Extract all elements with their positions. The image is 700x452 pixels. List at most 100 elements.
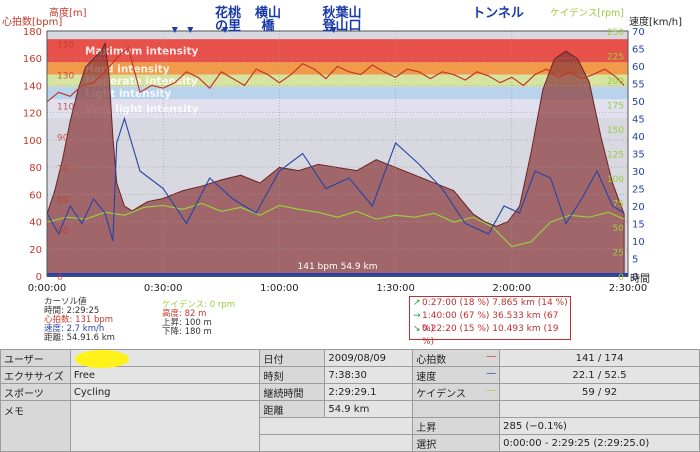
y-right-tick-label: 50 xyxy=(632,97,645,108)
y-right-tick-label: 15 xyxy=(632,220,645,231)
y-left-inner-tick-label: 50 xyxy=(57,195,69,205)
ascent-label: 上昇 xyxy=(412,417,501,435)
exercise-label: エクササイズ xyxy=(0,366,71,384)
duration-value: 2:29:29.1 xyxy=(324,383,414,401)
zone-row-down: ↘ 0:22:20 (15 %) 10.493 km (19 %) xyxy=(413,324,559,347)
y-right-tick-label: 40 xyxy=(632,132,645,143)
y-left-inner-axis-title: 高度[m] xyxy=(49,6,87,19)
center-stat-label: 141 bpm 54.9 km xyxy=(298,262,378,272)
date-label: 日付 xyxy=(259,349,326,367)
y-right-inner-tick-label: 125 xyxy=(607,151,624,161)
zone-row-level: → 1:40:00 (67 %) 36.533 km (67 %) xyxy=(413,311,559,334)
y-right-inner-tick-label: 100 xyxy=(607,175,624,185)
plot-frame xyxy=(46,30,629,277)
cursor-time: 時間: 2:29:25 xyxy=(44,306,100,316)
y-right-tick-label: 25 xyxy=(632,185,645,196)
zone-band xyxy=(47,74,628,87)
y-right-tick-label: 45 xyxy=(632,115,645,126)
y-left-tick-label: 120 xyxy=(23,109,42,120)
y-right-inner-tick-label: 250 xyxy=(607,28,624,38)
y-right-inner-tick-label: 175 xyxy=(607,102,624,112)
zone-label: Maximum intensity xyxy=(85,46,198,58)
cursor-altitude: 高度: 82 m xyxy=(162,309,207,319)
altitude-area xyxy=(46,41,625,277)
y-left-tick-label: 80 xyxy=(29,163,42,174)
sport-label: スポーツ xyxy=(0,383,71,401)
x-axis-unit: 時間 xyxy=(630,273,650,285)
y-right-tick-label: 0 xyxy=(632,272,638,283)
annotation-arrow-icon xyxy=(187,27,194,33)
ascent-value: 285 (−0.1%) xyxy=(499,417,700,435)
sport-value: Cycling xyxy=(69,383,261,401)
y-left-inner-tick-label: 90 xyxy=(57,133,69,143)
selection-value: 0:00:00 - 2:29:25 (2:29:25.0) xyxy=(499,434,700,452)
hr-label: 心拍数 — xyxy=(412,349,501,367)
time-label: 時刻 xyxy=(259,366,326,384)
x-tick-label: 0:30:00 xyxy=(144,283,183,294)
annotation-label: トンネル xyxy=(472,6,524,21)
annotation-label: 登山口 xyxy=(321,18,361,34)
date-value: 2009/08/09 xyxy=(324,349,414,367)
y-left-inner-tick-label: 130 xyxy=(57,71,74,81)
cursor-values: カーソル値 時間: 2:29:25 心拍数: 131 bpm 速度: 2.7 k… xyxy=(44,298,132,348)
y-left-inner-tick-label: 70 xyxy=(57,164,69,174)
y-left-tick-label: 160 xyxy=(23,54,42,65)
zone-band xyxy=(47,86,628,100)
y-right-tick-label: 55 xyxy=(632,80,645,91)
annotation-label: 橋 xyxy=(261,18,275,34)
annotation-label: 秋葉山 xyxy=(322,5,361,21)
y-right-inner-tick-label: 150 xyxy=(607,126,624,136)
y-left-tick-label: 60 xyxy=(29,190,42,201)
user-value xyxy=(69,349,261,368)
zone-band xyxy=(47,39,628,63)
up-arrow-icon: ↗ xyxy=(413,298,421,308)
speed-value: 22.1 / 52.5 xyxy=(499,366,700,384)
cadence-line xyxy=(46,202,625,248)
distance-label: 距離 xyxy=(259,400,326,418)
y-left-inner-tick-label: 110 xyxy=(57,102,74,112)
y-left-inner-tick-label: 30 xyxy=(57,226,69,236)
selection-label: 選択 xyxy=(412,434,501,452)
annotation-arrow-icon xyxy=(222,27,229,33)
y-right-tick-label: 10 xyxy=(632,237,645,248)
zone-row-up: ↗ 0:27:00 (18 %) 7.865 km (14 %) xyxy=(413,298,568,308)
cadence-label: ケイデンス — xyxy=(412,383,501,401)
x-tick-label: 2:30:00 xyxy=(609,283,648,294)
user-label: ユーザー xyxy=(0,349,71,367)
y-right-inner-axis-title: ケイデンス[rpm] xyxy=(550,7,624,19)
zone-band xyxy=(47,62,628,75)
y-right-tick-label: 60 xyxy=(632,62,645,73)
y-right-inner-tick-label: 50 xyxy=(613,224,625,234)
y-right-tick-label: 70 xyxy=(632,27,645,38)
cursor-cadence: ケイデンス: 0 rpm xyxy=(162,300,236,310)
annotation-arrow-icon xyxy=(330,27,337,33)
time-value: 7:38:30 xyxy=(324,366,414,384)
x-tick-label: 1:00:00 xyxy=(260,283,299,294)
speed-label: 速度 — xyxy=(412,366,501,384)
x-tick-label: 1:30:00 xyxy=(376,283,415,294)
y-left-tick-label: 0 xyxy=(36,272,42,283)
y-right-tick-label: 65 xyxy=(632,45,645,56)
cursor-speed: 速度: 2.7 km/h xyxy=(44,324,105,334)
x-tick-label: 2:00:00 xyxy=(493,283,532,294)
y-left-tick-label: 100 xyxy=(23,136,42,147)
memo-value xyxy=(69,400,261,452)
y-right-tick-label: 5 xyxy=(632,255,638,266)
timeline-bar xyxy=(47,273,628,277)
y-left-tick-label: 140 xyxy=(23,81,42,92)
annotation-label: 花桃 xyxy=(215,5,241,21)
speed-line xyxy=(46,116,625,242)
right-arrow-icon: → xyxy=(413,311,421,321)
y-left-axis-title: 心拍数[bpm] xyxy=(2,15,62,28)
cursor-title: カーソル値 xyxy=(44,297,87,307)
y-left-inner-tick-label: 150 xyxy=(57,40,74,50)
cadence-value: 59 / 92 xyxy=(499,383,700,401)
distance-value: 54.9 km xyxy=(324,400,414,418)
hr-value: 141 / 174 xyxy=(499,349,700,367)
y-right-tick-label: 35 xyxy=(632,150,645,161)
annotation-label: 横山 xyxy=(255,5,281,21)
cursor-hr: 心拍数: 131 bpm xyxy=(44,315,114,325)
y-right-tick-label: 30 xyxy=(632,167,645,178)
y-right-inner-tick-label: 75 xyxy=(613,200,624,210)
